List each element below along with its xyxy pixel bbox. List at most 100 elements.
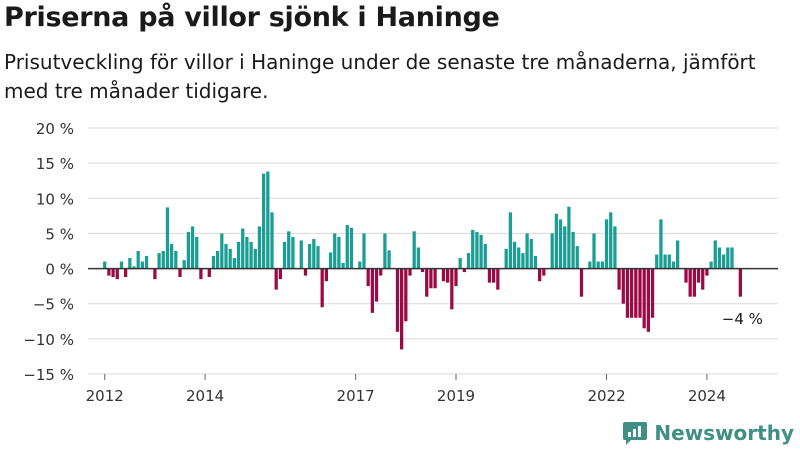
bar: [253, 248, 257, 269]
bar: [508, 212, 512, 269]
bar: [450, 268, 454, 310]
bar: [600, 261, 604, 269]
bar: [128, 258, 132, 269]
bar: [144, 255, 149, 269]
x-tick-label: 2012: [86, 387, 124, 405]
bar: [659, 219, 663, 269]
bar: [496, 268, 500, 290]
bar: [563, 226, 567, 269]
bar: [157, 253, 161, 269]
bar: [362, 233, 366, 269]
bar: [671, 261, 676, 269]
bar: [550, 233, 554, 269]
bar: [287, 231, 291, 269]
bar: [341, 262, 345, 269]
bar: [266, 171, 270, 269]
bar: [383, 233, 387, 269]
bar: [542, 268, 546, 276]
bar: [291, 236, 295, 269]
bar: [282, 241, 287, 269]
bar: [270, 212, 274, 269]
bar: [224, 243, 228, 269]
bar: [592, 233, 596, 269]
bar: [207, 268, 211, 278]
bar: [404, 268, 408, 322]
bar: [604, 219, 609, 269]
bar: [278, 268, 282, 280]
bar: [374, 268, 379, 302]
bar: [103, 261, 107, 269]
bar: [320, 268, 324, 308]
bar: [262, 173, 266, 269]
x-tick-label: 2022: [587, 387, 625, 405]
bar: [312, 239, 316, 269]
brand-name: Newsworthy: [654, 421, 794, 445]
bar: [387, 250, 391, 269]
grid-lines: [88, 127, 778, 375]
bar: [630, 268, 634, 318]
bar: [165, 207, 170, 269]
chart-title: Priserna på villor sjönk i Haninge: [4, 2, 500, 33]
bar: [688, 268, 692, 297]
y-tick-label: 5 %: [45, 225, 74, 243]
bar: [558, 219, 563, 269]
bar: [412, 231, 416, 269]
bar: [115, 268, 119, 280]
bar: [236, 241, 241, 269]
x-tick-label: 2019: [437, 387, 475, 405]
bar: [529, 239, 533, 269]
bar: [333, 233, 337, 269]
bar: [458, 258, 462, 269]
y-tick-label: 20 %: [36, 120, 74, 138]
bar: [609, 212, 613, 269]
bar: [738, 268, 742, 297]
bar: [533, 255, 538, 269]
bar: [174, 251, 178, 269]
y-axis-labels: 20 % 15 % 10 % 5 % 0 % −5 % −10 % −15 %: [23, 120, 74, 384]
bar: [709, 261, 713, 269]
bar: [701, 268, 705, 290]
bar: [349, 227, 354, 269]
bar: [328, 252, 333, 269]
bar: [492, 268, 496, 283]
bar: [420, 268, 425, 273]
y-tick-label: 0 %: [45, 261, 74, 279]
bar: [441, 268, 446, 282]
bar: [525, 233, 529, 269]
newsworthy-brand: Newsworthy: [622, 420, 794, 446]
bar: [705, 268, 709, 276]
bar: [119, 261, 124, 269]
bars: [103, 171, 742, 350]
bar: [370, 268, 374, 313]
bar: [433, 268, 437, 289]
bar: [170, 243, 174, 269]
bar: [366, 268, 370, 287]
bar: [713, 240, 717, 269]
x-tick-label: 2014: [186, 387, 224, 405]
bar: [111, 268, 115, 278]
bar: [730, 247, 734, 269]
bar: [579, 268, 584, 297]
bar: [567, 206, 571, 269]
annotations: −4 %: [722, 310, 763, 328]
bar: [324, 268, 328, 282]
bar: [625, 268, 630, 318]
last-value-annotation: −4 %: [722, 310, 763, 328]
bar: [696, 268, 701, 283]
y-tick-label: −15 %: [23, 366, 74, 384]
bar: [650, 268, 655, 318]
bar: [655, 254, 659, 269]
bar: [512, 241, 517, 269]
bar: [358, 261, 362, 269]
bar: [479, 234, 483, 269]
bar: [571, 232, 575, 269]
y-tick-label: −5 %: [33, 296, 74, 314]
bar: [316, 246, 320, 269]
bar: [538, 268, 542, 282]
bar: [554, 213, 558, 269]
bar: [408, 268, 412, 276]
x-axis-labels: 2012 2014 2017 2019 2022 2024: [86, 374, 726, 405]
bar: [676, 240, 680, 269]
bar: [228, 248, 232, 269]
